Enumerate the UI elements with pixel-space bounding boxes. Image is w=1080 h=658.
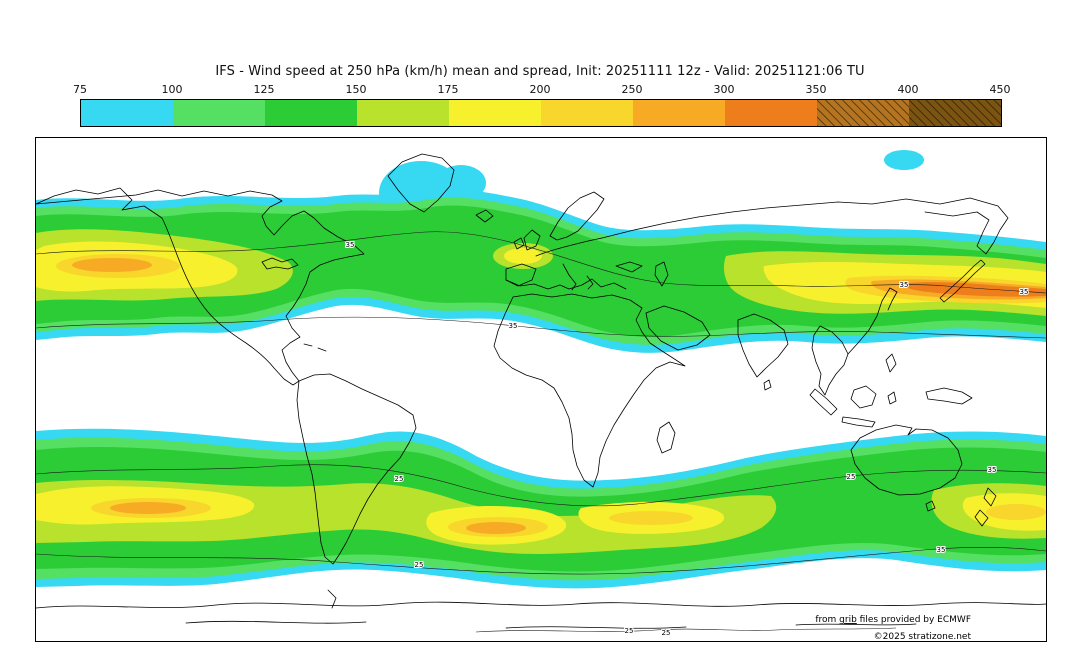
wind-speed-fill-layer bbox=[36, 150, 1046, 589]
colorbar-tick-label: 150 bbox=[345, 83, 367, 96]
coast-great-lakes bbox=[261, 257, 299, 270]
coast-australia bbox=[850, 424, 963, 496]
fill-south-green bbox=[36, 447, 1046, 572]
coastlines-layer bbox=[35, 153, 1047, 629]
fill-n-a-west bbox=[72, 258, 152, 272]
coast-mediterranean bbox=[505, 278, 627, 290]
colorbar-segment bbox=[633, 100, 725, 126]
coast-ireland bbox=[513, 237, 525, 250]
coast-india bbox=[737, 313, 789, 378]
coast-tasmania bbox=[925, 500, 936, 512]
spread-contours-layer: 35 35 35 35 25 25 35 25 35 25 25 bbox=[35, 231, 1047, 638]
contour-label-35: 35 bbox=[509, 322, 518, 330]
coast-sri-lanka bbox=[763, 379, 772, 391]
fill-n-y-europe bbox=[504, 248, 542, 264]
contour-label-35: 35 bbox=[346, 241, 355, 249]
colorbar-segment bbox=[449, 100, 541, 126]
map-frame: 35 35 35 35 25 25 35 25 35 25 25 from gr… bbox=[35, 137, 1047, 642]
coast-new-guinea bbox=[925, 387, 973, 405]
contour-label-25: 25 bbox=[847, 473, 856, 481]
colorbar-tick-label: 250 bbox=[621, 83, 643, 96]
colorbar-segment bbox=[909, 100, 1001, 126]
colorbar-tick-label: 450 bbox=[989, 83, 1011, 96]
colorbar bbox=[80, 99, 1002, 127]
credit-grib-link[interactable]: grib bbox=[839, 615, 857, 625]
colorbar-tick-label: 175 bbox=[437, 83, 459, 96]
colorbar-tick-label: 350 bbox=[805, 83, 827, 96]
coast-greenland bbox=[387, 153, 455, 213]
coast-iceland bbox=[475, 209, 494, 223]
colorbar-segment bbox=[173, 100, 265, 126]
contour-label-35: 35 bbox=[988, 466, 997, 474]
coast-borneo bbox=[850, 385, 877, 409]
colorbar-segment bbox=[265, 100, 357, 126]
coast-black-sea bbox=[615, 261, 643, 273]
colorbar-segment bbox=[817, 100, 909, 126]
colorbar-segment bbox=[541, 100, 633, 126]
contour-label-35: 35 bbox=[900, 281, 909, 289]
spread-contour bbox=[35, 547, 1047, 575]
fill-arctic-cyan2 bbox=[436, 165, 486, 201]
world-map: 35 35 35 35 25 25 35 25 35 25 25 from gr… bbox=[35, 150, 1047, 642]
coast-uk bbox=[523, 229, 541, 251]
coast-china bbox=[847, 287, 898, 355]
contour-label-35: 35 bbox=[937, 546, 946, 554]
fill-ne-cyan bbox=[884, 150, 924, 170]
coast-antarctic-peninsula bbox=[327, 589, 337, 609]
fill-s-a-a bbox=[110, 502, 186, 514]
coast-sumatra bbox=[809, 388, 838, 416]
coast-africa bbox=[493, 293, 686, 488]
fill-s-a-b bbox=[466, 522, 526, 534]
coast-scandinavia bbox=[549, 191, 605, 241]
credit-line-source: from grib files provided by ECMWF bbox=[815, 615, 971, 625]
colorbar-segment bbox=[357, 100, 449, 126]
spread-contour bbox=[35, 316, 1047, 339]
coast-sulawesi bbox=[887, 391, 897, 405]
coast-new-zealand bbox=[974, 487, 997, 527]
spread-contour bbox=[475, 627, 897, 633]
credit-suffix: files provided by ECMWF bbox=[857, 615, 971, 625]
colorbar-tick-label: 300 bbox=[713, 83, 735, 96]
coast-caspian-sea bbox=[654, 261, 669, 287]
colorbar-tick-label: 400 bbox=[897, 83, 919, 96]
colorbar-tick-label: 75 bbox=[73, 83, 87, 96]
contour-label-35: 35 bbox=[1020, 288, 1029, 296]
colorbar-segment bbox=[81, 100, 173, 126]
coast-madagascar bbox=[656, 421, 676, 454]
coast-java bbox=[841, 416, 876, 428]
coast-europe-north bbox=[535, 237, 603, 257]
colorbar-tick-label: 125 bbox=[253, 83, 275, 96]
map-credit: from grib files provided by ECMWF ©2025 … bbox=[815, 615, 972, 642]
coast-south-america bbox=[296, 373, 417, 565]
coast-antarctica bbox=[35, 601, 1047, 609]
contour-label-25: 25 bbox=[395, 475, 404, 483]
coast-north-america bbox=[35, 187, 365, 386]
colorbar-ticks: 75 100 125 150 175 200 250 300 350 400 450 bbox=[73, 83, 1011, 96]
coast-caribbean bbox=[303, 343, 327, 352]
contour-label-25: 25 bbox=[415, 561, 424, 569]
coast-antarctica-2 bbox=[185, 620, 917, 629]
contour-label-25: 25 bbox=[662, 629, 671, 637]
coast-japan bbox=[939, 259, 986, 303]
coast-greece bbox=[586, 275, 594, 290]
coast-asia-north bbox=[601, 197, 1009, 255]
coast-philippines bbox=[885, 353, 897, 373]
fill-s-g-c bbox=[609, 511, 693, 525]
colorbar-tick-label: 200 bbox=[529, 83, 551, 96]
credit-prefix: from bbox=[815, 615, 839, 625]
contour-label-25: 25 bbox=[625, 627, 634, 635]
colorbar-tick-label: 100 bbox=[161, 83, 183, 96]
colorbar-segment bbox=[725, 100, 817, 126]
chart-title: IFS - Wind speed at 250 hPa (km/h) mean … bbox=[215, 64, 865, 79]
coast-italy bbox=[562, 263, 577, 291]
credit-copyright-link[interactable]: ©2025 stratizone.net bbox=[874, 632, 972, 642]
fill-s-g-d bbox=[986, 504, 1046, 520]
spread-contour bbox=[35, 464, 1047, 507]
coast-arabia bbox=[645, 305, 711, 351]
spread-contour bbox=[35, 231, 1047, 294]
coast-indochina bbox=[811, 325, 849, 396]
